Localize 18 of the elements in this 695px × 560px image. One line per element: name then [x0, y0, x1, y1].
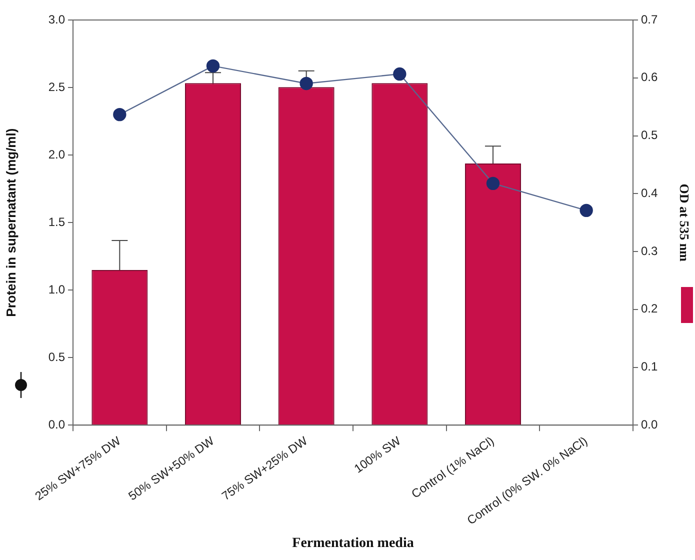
y-tick-label: 0.0 [48, 417, 66, 432]
y2-tick-label: 0.7 [641, 12, 658, 26]
y2-tick-label: 0.6 [641, 70, 658, 84]
y-tick-label: 1.0 [48, 282, 66, 296]
y-tick-label: 3.0 [48, 12, 66, 26]
y-tick-label: 2.5 [48, 80, 66, 94]
y2-axis-title: OD at 535 nm [676, 184, 692, 262]
x-axis-title: Fermentation media [292, 536, 414, 552]
y2-tick-label: 0.2 [641, 302, 658, 316]
y-axis-title: Protein in supernatant (mg/ml) [3, 128, 18, 317]
y-tick-label: 2.0 [48, 147, 66, 162]
y2-tick-label: 0.0 [641, 417, 658, 432]
y-tick-label: 1.5 [48, 214, 66, 229]
y2-tick-label: 0.1 [641, 360, 658, 374]
y2-tick-label: 0.4 [641, 186, 658, 200]
y2-tick-label: 0.3 [641, 244, 658, 258]
y2-tick-label: 0.5 [641, 128, 658, 142]
y-tick-label: 0.5 [48, 350, 66, 364]
